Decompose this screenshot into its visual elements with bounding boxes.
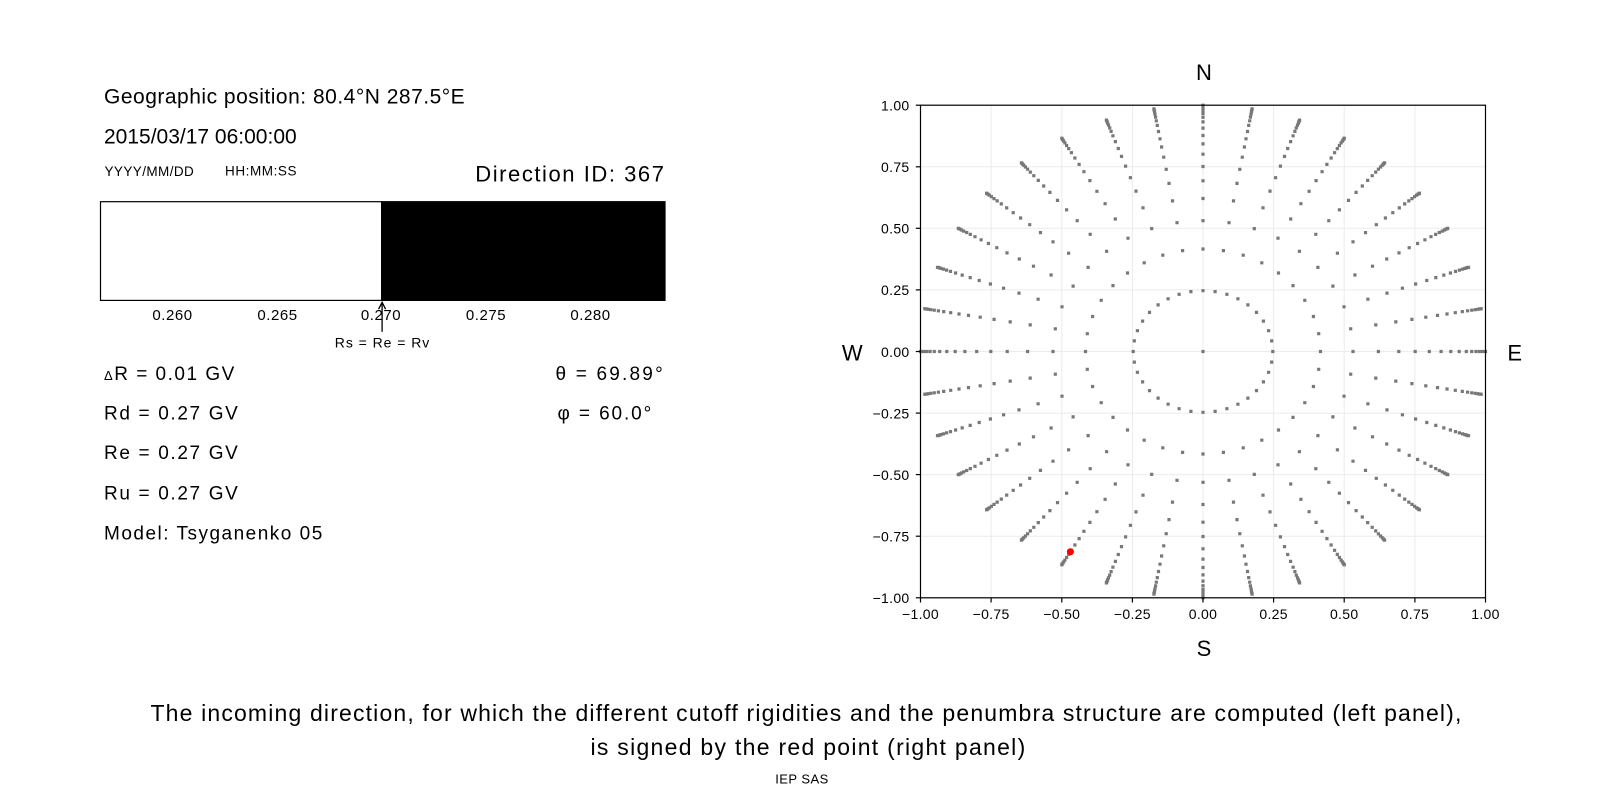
svg-text:Model: Tsyganenko 05: Model: Tsyganenko 05: [104, 524, 324, 545]
svg-text:−1.00: −1.00: [902, 606, 939, 622]
svg-text:0.280: 0.280: [570, 307, 610, 324]
svg-text:W: W: [842, 340, 863, 365]
svg-text:Direction ID: 367: Direction ID: 367: [475, 161, 665, 186]
svg-text:0.275: 0.275: [466, 307, 506, 324]
svg-text:IEP SAS: IEP SAS: [775, 772, 829, 787]
svg-text:−0.75: −0.75: [873, 529, 910, 545]
svg-text:Rd = 0.27 GV: Rd = 0.27 GV: [104, 404, 239, 425]
svg-text:2015/03/17 06:00:00: 2015/03/17 06:00:00: [104, 126, 297, 149]
svg-text:1.00: 1.00: [881, 98, 909, 114]
svg-text:−0.25: −0.25: [873, 405, 910, 421]
svg-text:0.50: 0.50: [881, 221, 909, 237]
svg-text:−1.00: −1.00: [873, 590, 910, 606]
svg-text:Re = 0.27 GV: Re = 0.27 GV: [104, 443, 239, 464]
svg-text:0.75: 0.75: [1401, 606, 1429, 622]
svg-text:Ru = 0.27 GV: Ru = 0.27 GV: [104, 483, 239, 504]
svg-text:E: E: [1507, 340, 1522, 365]
svg-text:−0.75: −0.75: [973, 606, 1010, 622]
svg-text:is signed by the red point (ri: is signed by the red point (right panel): [590, 734, 1026, 760]
svg-text:0.25: 0.25: [881, 282, 909, 298]
svg-text:Geographic position: 80.4°N 28: Geographic position: 80.4°N 287.5°E: [104, 85, 465, 108]
svg-text:0.265: 0.265: [257, 307, 297, 324]
svg-text:−0.50: −0.50: [873, 467, 910, 483]
svg-text:0.00: 0.00: [1189, 606, 1217, 622]
svg-text:Rs = Re = Rv: Rs = Re = Rv: [335, 335, 430, 351]
svg-text:S: S: [1197, 636, 1212, 661]
svg-text:0.00: 0.00: [881, 344, 909, 360]
svg-text:θ = 69.89°: θ = 69.89°: [556, 364, 665, 385]
svg-text:ΔR = 0.01 GV: ΔR = 0.01 GV: [104, 364, 236, 385]
svg-text:−0.50: −0.50: [1043, 606, 1080, 622]
svg-text:1.00: 1.00: [1471, 606, 1499, 622]
svg-text:N: N: [1196, 60, 1212, 85]
svg-text:0.270: 0.270: [361, 307, 401, 324]
svg-text:0.260: 0.260: [152, 307, 192, 324]
svg-text:φ = 60.0°: φ = 60.0°: [558, 404, 654, 425]
svg-text:YYYY/MM/DD: YYYY/MM/DD: [105, 164, 195, 179]
svg-text:HH:MM:SS: HH:MM:SS: [225, 164, 297, 179]
svg-text:0.25: 0.25: [1259, 606, 1287, 622]
svg-text:0.75: 0.75: [881, 159, 909, 175]
svg-text:0.50: 0.50: [1330, 606, 1358, 622]
svg-text:−0.25: −0.25: [1114, 606, 1151, 622]
svg-text:The incoming direction, for wh: The incoming direction, for which the di…: [150, 700, 1462, 726]
